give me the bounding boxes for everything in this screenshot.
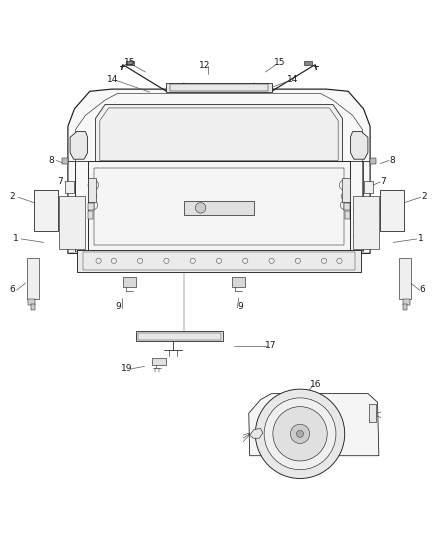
Bar (152, 358, 166, 365)
Bar (88, 177, 96, 201)
Text: 9: 9 (237, 302, 243, 311)
Polygon shape (380, 190, 404, 231)
Text: 15: 15 (124, 58, 135, 67)
Text: 15: 15 (274, 58, 285, 67)
Bar (403, 304, 407, 310)
Bar (170, 84, 268, 91)
Text: 19: 19 (121, 364, 133, 373)
Bar (138, 333, 221, 340)
Polygon shape (70, 132, 88, 159)
Text: 14: 14 (107, 75, 119, 84)
Circle shape (297, 430, 304, 437)
Bar (59, 197, 85, 249)
Bar (304, 61, 312, 65)
Bar (345, 211, 350, 219)
Bar (94, 167, 344, 246)
Bar (344, 203, 350, 211)
Circle shape (195, 203, 206, 213)
Bar (370, 158, 376, 164)
Polygon shape (95, 104, 343, 161)
Bar (353, 197, 379, 249)
Polygon shape (249, 393, 379, 456)
Bar (31, 304, 35, 310)
Bar (88, 211, 93, 219)
Bar (342, 177, 350, 201)
Bar (136, 332, 223, 341)
Polygon shape (250, 429, 263, 438)
Text: 9: 9 (115, 302, 121, 311)
Polygon shape (68, 89, 370, 253)
Bar (27, 258, 39, 300)
Circle shape (273, 407, 327, 461)
Text: 16: 16 (310, 380, 321, 389)
Text: 7: 7 (57, 176, 64, 185)
Text: 6: 6 (420, 285, 426, 294)
Bar (62, 158, 68, 164)
Text: 17: 17 (265, 341, 276, 350)
Text: 2: 2 (10, 192, 15, 201)
Text: 1: 1 (417, 233, 424, 243)
Bar (77, 250, 361, 272)
Text: 1: 1 (12, 233, 18, 243)
Polygon shape (34, 190, 58, 231)
Circle shape (264, 398, 336, 470)
Polygon shape (350, 132, 368, 159)
Text: 6: 6 (9, 285, 15, 294)
Bar (403, 299, 410, 305)
Bar (232, 277, 245, 287)
Text: 2: 2 (421, 192, 427, 201)
Text: 8: 8 (49, 156, 55, 165)
Bar (126, 61, 134, 65)
Bar (369, 405, 376, 422)
Bar (399, 258, 411, 300)
Bar (65, 181, 74, 193)
Circle shape (255, 389, 345, 479)
Text: 12: 12 (199, 61, 211, 69)
Bar (166, 83, 272, 92)
Circle shape (290, 424, 310, 443)
Text: 7: 7 (380, 176, 386, 185)
Bar (123, 277, 136, 287)
Bar (28, 299, 35, 305)
Bar (88, 203, 94, 211)
Bar (88, 161, 350, 251)
Text: 8: 8 (389, 156, 395, 165)
Bar (364, 181, 373, 193)
Bar (184, 201, 254, 215)
Bar (83, 252, 355, 270)
Text: 14: 14 (287, 75, 298, 84)
